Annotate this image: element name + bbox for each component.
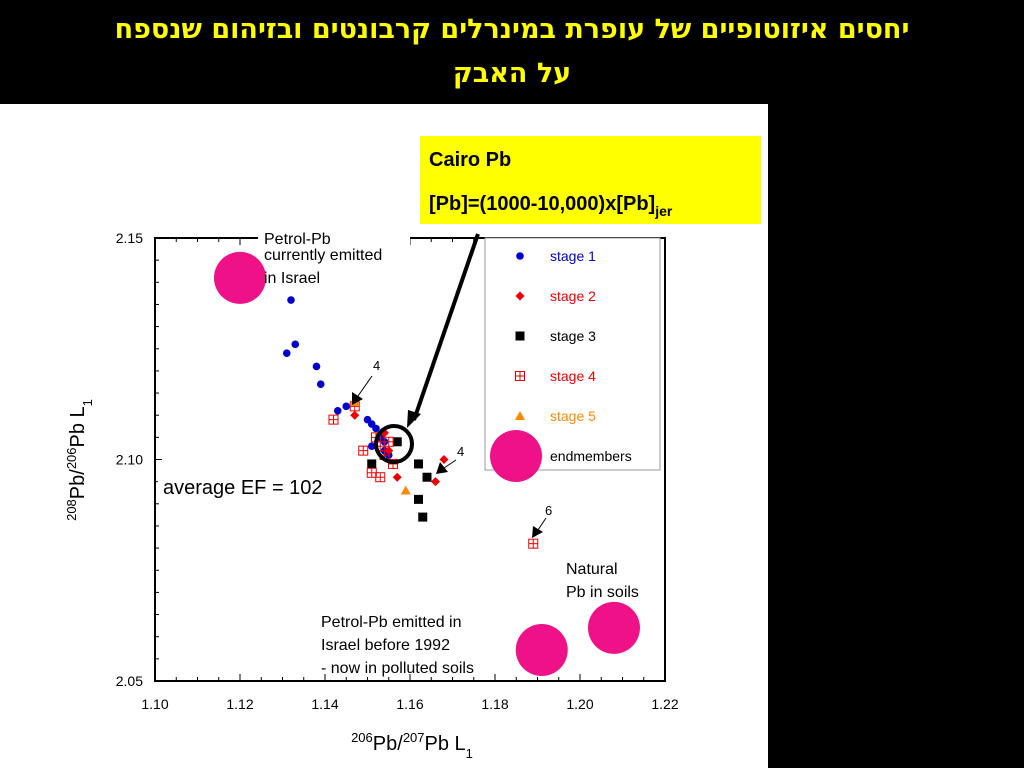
endmembers-point (588, 601, 640, 654)
stage-2-point (350, 410, 360, 420)
stage-1-point (342, 402, 351, 411)
tick-labels: 1.10 1.12 1.14 1.16 1.18 1.20 1.22 2.05 2.10 2.15 (116, 230, 679, 712)
annotation-petrol-current-1: Petrol-Pb (264, 231, 331, 248)
arrow-6 (537, 517, 547, 531)
stage-1-point (372, 424, 380, 433)
stage-3-point (414, 494, 423, 504)
legend: stage 1 stage 2 stage 3 stage 4 stage 5 endme… (490, 248, 632, 482)
cairo-highlight-circle (374, 424, 414, 464)
stage-4-point (375, 472, 386, 483)
stage-3-point (367, 459, 377, 469)
stage-5-point (400, 485, 411, 495)
arrowhead-4a (352, 392, 363, 405)
stage-3-point (414, 459, 423, 469)
x-tick-label: 1.16 (396, 696, 423, 712)
stage-1-point (287, 296, 295, 304)
label-4a: 4 (373, 358, 380, 373)
annotation-petrol-before-2: Israel before 1992 (321, 637, 450, 654)
data-points (214, 251, 640, 676)
stage-2-point (392, 472, 402, 482)
x-tick-label: 1.20 (566, 696, 593, 712)
x-tick-label: 1.18 (481, 696, 508, 712)
stage-4-point (366, 467, 377, 478)
cairo-callout-formula: [Pb]=(1000-10,000)x[Pb] (429, 193, 655, 215)
legend-marker-stage-4 (515, 371, 525, 381)
y-tick-label: 2.15 (116, 230, 143, 246)
stage-3-point (392, 437, 402, 447)
cairo-arrow (412, 233, 480, 421)
stage-4-point (528, 538, 539, 549)
cairo-callout-sub: jer (654, 203, 673, 219)
stage-1-point (333, 406, 342, 415)
y-tick-label: 2.05 (116, 673, 143, 689)
stage-1-point (291, 340, 300, 349)
cairo-callout-line-1: Cairo Pb (429, 149, 511, 171)
axis-ticks (154, 237, 666, 682)
x-tick-label: 1.10 (141, 696, 168, 712)
legend-marker-stage-5 (515, 411, 525, 420)
arrowhead-4b (436, 462, 448, 474)
stage-2-point (439, 455, 449, 464)
y-tick-label: 2.10 (116, 452, 143, 468)
title-line-2: על האבק (452, 58, 572, 89)
x-tick-label: 1.12 (226, 696, 253, 712)
title-line-1: יחסים איזוטופיים של עופרת במינרלים קרבונ… (114, 14, 910, 45)
legend-marker-stage-2 (515, 291, 525, 301)
stage-2-point (431, 477, 440, 487)
arrow-4b (443, 459, 457, 469)
legend-label-stage-3: stage 3 (550, 328, 596, 344)
endmembers-point (214, 251, 266, 304)
x-tick-label: 1.22 (651, 696, 678, 712)
legend-label-stage-5: stage 5 (550, 408, 596, 424)
cairo-callout-line-2: [Pb]=(1000-10,000)x[Pb]jer (429, 193, 673, 219)
legend-label-stage-1: stage 1 (550, 248, 596, 264)
x-tick-label: 1.14 (311, 696, 338, 712)
annotation-petrol-before-3: - now in polluted soils (321, 660, 474, 677)
stage-1-point (367, 442, 376, 451)
legend-marker-stage-3 (515, 331, 525, 341)
annotation-average-ef: average EF = 102 (163, 477, 323, 499)
arrow-4a (357, 375, 373, 397)
annotation-petrol-current-3: in Israel (264, 270, 320, 287)
legend-marker-endmembers (490, 430, 542, 482)
annotation-petrol-current-2: currently emitted (264, 247, 382, 264)
legend-label-endmembers: endmembers (550, 448, 632, 464)
annotation-petrol-before-1: Petrol-Pb emitted in (321, 614, 462, 631)
endmembers-point (515, 623, 568, 676)
stage-3-point (422, 472, 432, 482)
label-4b: 4 (457, 444, 464, 459)
label-6: 6 (545, 503, 552, 518)
stage-1-point (316, 380, 325, 388)
legend-marker-stage-1 (516, 252, 524, 260)
cairo-arrowhead (407, 410, 421, 428)
cairo-callout-box (420, 136, 761, 224)
slide-title: יחסים איזוטופיים של עופרת במינרלים קרבונ… (0, 0, 1024, 104)
stage-4-point (358, 445, 369, 456)
legend-label-stage-4: stage 4 (550, 368, 596, 384)
stage-3-point (418, 512, 428, 522)
annotation-natural-1: Natural (566, 561, 618, 578)
stage-4-point (383, 436, 394, 447)
arrowhead-6 (532, 526, 543, 538)
annotation-natural-2: Pb in soils (566, 584, 639, 601)
stage-4-point (328, 414, 339, 425)
stage-1-point (312, 362, 321, 371)
y-axis-title: 208Pb/206Pb L1 (64, 399, 95, 521)
x-axis-title: 206Pb/207Pb L1 (351, 730, 473, 761)
legend-label-stage-2: stage 2 (550, 288, 596, 304)
stage-1-point (282, 349, 291, 357)
